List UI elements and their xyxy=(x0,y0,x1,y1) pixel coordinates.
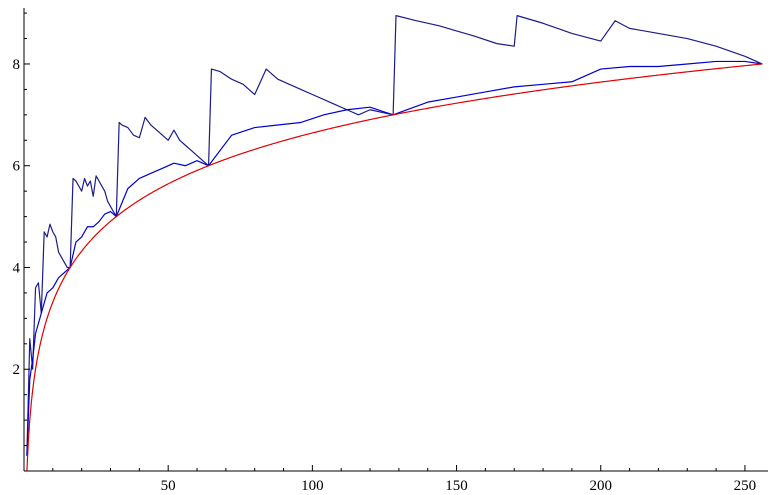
y-tick-label: 6 xyxy=(13,159,21,175)
series-line-upper xyxy=(26,15,763,456)
y-tick-label: 2 xyxy=(13,362,21,378)
axes xyxy=(23,8,768,472)
x-tick-label: 100 xyxy=(301,478,324,494)
series-line-middle xyxy=(26,60,763,456)
x-tick-label: 150 xyxy=(445,478,468,494)
y-tick-label: 4 xyxy=(13,260,21,276)
plot-area xyxy=(26,15,763,472)
x-tick-label: 200 xyxy=(589,478,612,494)
x-ticks: 50 100 150 200 250 xyxy=(52,465,757,494)
y-ticks: 2 4 6 8 xyxy=(13,12,30,447)
series-line-log2 xyxy=(26,63,763,472)
x-tick-label: 250 xyxy=(734,478,757,494)
y-tick-label: 8 xyxy=(13,57,21,73)
x-tick-label: 50 xyxy=(161,478,176,494)
